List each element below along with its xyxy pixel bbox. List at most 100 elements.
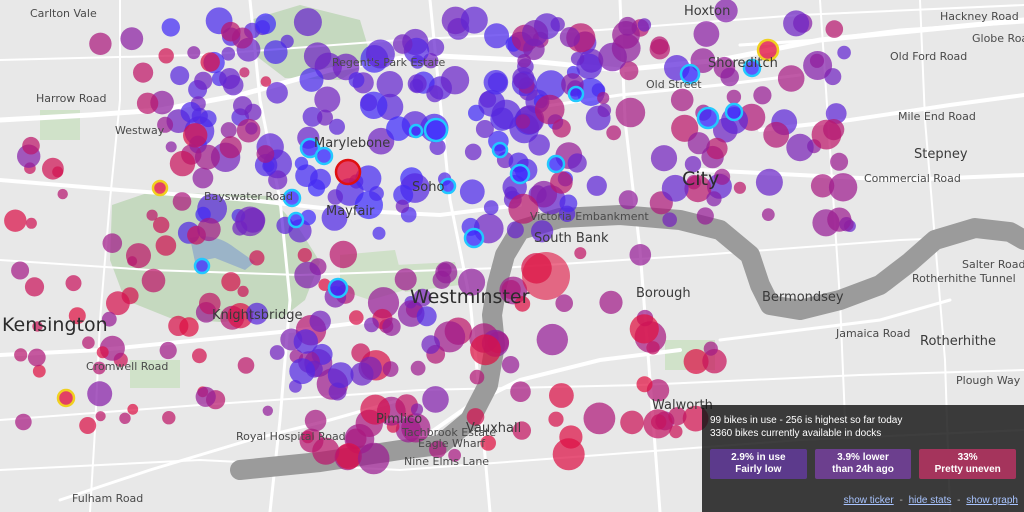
bike-station[interactable] xyxy=(183,123,208,148)
bike-station[interactable] xyxy=(194,144,220,170)
bike-station[interactable] xyxy=(684,175,712,203)
bike-station[interactable] xyxy=(726,89,742,105)
bike-station[interactable] xyxy=(706,137,728,160)
bike-station[interactable] xyxy=(783,10,810,37)
bike-station[interactable] xyxy=(413,288,432,307)
bike-station[interactable] xyxy=(597,103,612,118)
bike-station[interactable] xyxy=(197,217,221,242)
bike-station[interactable] xyxy=(289,358,316,385)
bike-station[interactable] xyxy=(512,67,535,89)
bike-station[interactable] xyxy=(302,106,323,127)
bike-station-highlighted[interactable] xyxy=(756,38,780,62)
bike-station[interactable] xyxy=(684,156,702,173)
bike-station[interactable] xyxy=(810,174,835,198)
bike-station[interactable] xyxy=(120,27,144,51)
bike-station[interactable] xyxy=(559,26,581,48)
bike-station[interactable] xyxy=(194,71,213,90)
bike-station[interactable] xyxy=(636,376,653,393)
bike-station[interactable] xyxy=(159,341,177,360)
bike-station[interactable] xyxy=(646,341,660,355)
bike-station[interactable] xyxy=(101,311,117,327)
bike-station[interactable] xyxy=(714,0,738,23)
bike-station[interactable] xyxy=(195,386,216,407)
bike-station-highlighted[interactable] xyxy=(546,154,566,174)
bike-station[interactable] xyxy=(220,122,237,139)
bike-station[interactable] xyxy=(263,40,288,64)
bike-station-highlighted[interactable] xyxy=(439,177,457,195)
bike-station[interactable] xyxy=(157,116,174,133)
bike-station[interactable] xyxy=(162,411,176,425)
bike-station-highlighted[interactable] xyxy=(282,188,302,208)
bike-station-highlighted[interactable] xyxy=(287,211,305,229)
bike-station[interactable] xyxy=(22,136,40,155)
bike-station[interactable] xyxy=(696,207,714,225)
bike-station-large[interactable] xyxy=(522,252,570,300)
bike-station[interactable] xyxy=(317,109,333,126)
bike-station[interactable] xyxy=(357,442,390,475)
bike-station[interactable] xyxy=(706,191,722,207)
bike-station[interactable] xyxy=(187,46,201,60)
bike-station[interactable] xyxy=(300,209,316,226)
bike-station[interactable] xyxy=(470,334,501,366)
bike-station[interactable] xyxy=(365,39,395,69)
bike-station[interactable] xyxy=(422,386,449,413)
bike-station[interactable] xyxy=(506,221,524,239)
bike-station[interactable] xyxy=(761,208,775,222)
bike-station[interactable] xyxy=(531,220,554,243)
bike-station[interactable] xyxy=(236,118,261,143)
bike-station[interactable] xyxy=(200,52,220,72)
bike-station[interactable] xyxy=(669,425,683,439)
bike-station[interactable] xyxy=(583,402,616,435)
bike-station-highlighted[interactable] xyxy=(314,146,334,166)
bike-station[interactable] xyxy=(618,190,638,210)
bike-station[interactable] xyxy=(687,132,710,155)
bike-station[interactable] xyxy=(358,356,382,380)
bike-station[interactable] xyxy=(293,329,318,354)
bike-station[interactable] xyxy=(483,200,499,215)
show-graph-link[interactable]: show graph xyxy=(966,495,1018,506)
bike-station[interactable] xyxy=(567,153,587,173)
bike-station[interactable] xyxy=(549,383,574,408)
bike-station[interactable] xyxy=(221,272,241,292)
bike-station[interactable] xyxy=(386,116,411,141)
bike-station[interactable] xyxy=(637,18,652,32)
bike-station[interactable] xyxy=(480,435,497,451)
bike-station[interactable] xyxy=(119,412,131,424)
bike-station[interactable] xyxy=(15,413,32,431)
bike-station[interactable] xyxy=(266,82,288,104)
bike-station[interactable] xyxy=(825,20,844,38)
bike-station[interactable] xyxy=(11,261,30,280)
bike-station[interactable] xyxy=(662,212,677,227)
bike-station[interactable] xyxy=(192,167,214,189)
bike-station[interactable] xyxy=(464,143,482,161)
bike-station[interactable] xyxy=(335,443,362,470)
bike-station-highlighted[interactable] xyxy=(151,179,169,197)
bike-station-highlighted[interactable] xyxy=(567,85,585,103)
bike-station[interactable] xyxy=(683,349,709,374)
bike-station[interactable] xyxy=(382,317,401,336)
bike-station[interactable] xyxy=(586,175,607,196)
bike-station[interactable] xyxy=(416,306,437,327)
bike-station[interactable] xyxy=(830,152,849,171)
bike-station[interactable] xyxy=(293,8,322,37)
bike-station[interactable] xyxy=(401,413,431,443)
bike-station[interactable] xyxy=(304,409,327,432)
bike-station[interactable] xyxy=(32,321,43,332)
bike-station[interactable] xyxy=(219,68,241,89)
bike-station[interactable] xyxy=(165,141,177,153)
bike-station[interactable] xyxy=(318,278,331,291)
bike-station[interactable] xyxy=(501,356,520,374)
bike-station[interactable] xyxy=(329,240,357,269)
bike-station[interactable] xyxy=(460,6,488,34)
bike-station[interactable] xyxy=(89,32,112,55)
bike-station[interactable] xyxy=(180,101,202,123)
bike-station[interactable] xyxy=(127,403,139,415)
bike-station[interactable] xyxy=(409,78,424,93)
bike-station[interactable] xyxy=(536,323,568,356)
bike-station[interactable] xyxy=(670,88,694,112)
bike-station[interactable] xyxy=(629,314,659,344)
bike-station[interactable] xyxy=(246,302,268,325)
bike-station-highlighted[interactable] xyxy=(193,257,211,275)
bike-station[interactable] xyxy=(395,199,410,213)
